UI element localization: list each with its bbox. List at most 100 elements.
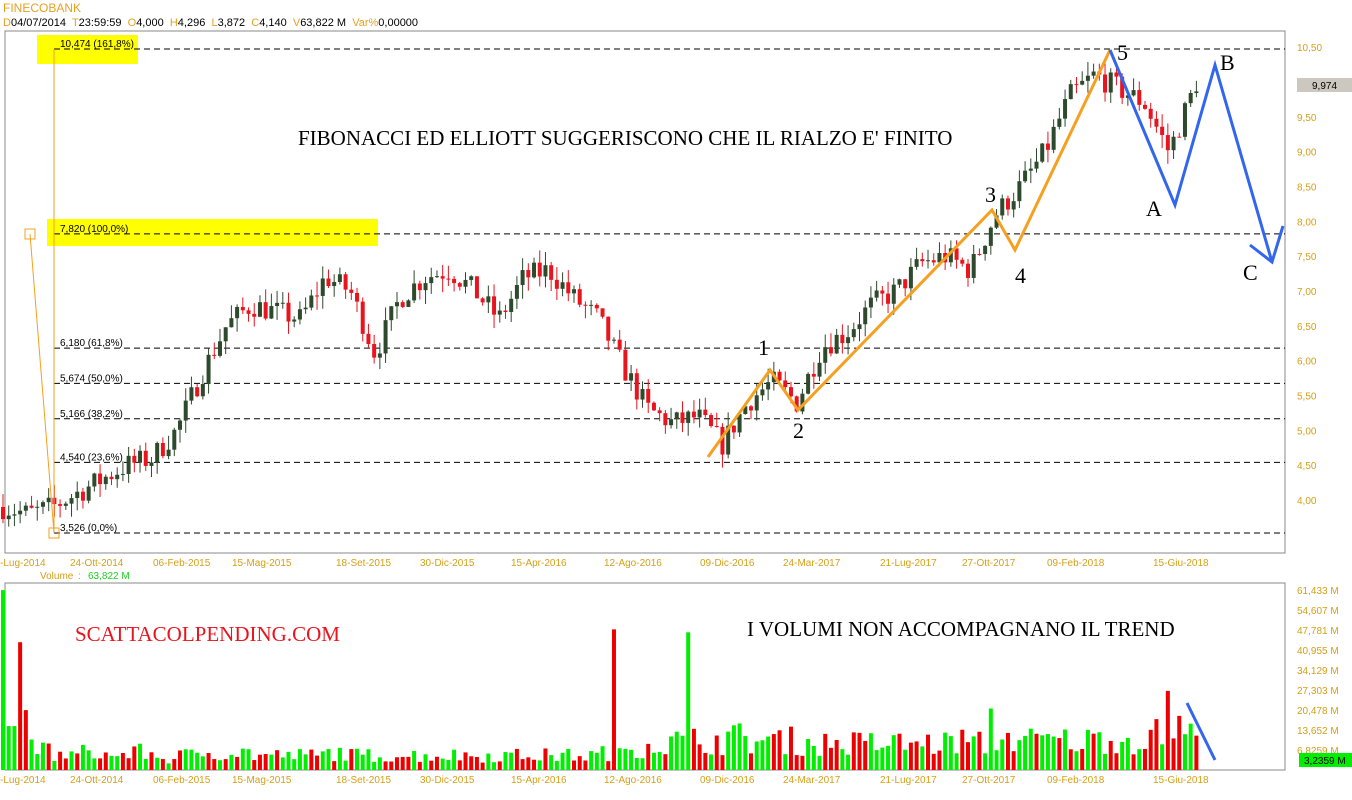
volume-bar[interactable] bbox=[29, 739, 34, 770]
candle[interactable] bbox=[703, 397, 708, 418]
volume-bar[interactable] bbox=[320, 751, 325, 770]
volume-bar[interactable] bbox=[714, 735, 719, 770]
candle[interactable] bbox=[326, 269, 331, 288]
candle[interactable] bbox=[726, 412, 731, 459]
volume-bar[interactable] bbox=[326, 749, 331, 770]
volume-bar[interactable] bbox=[794, 755, 799, 770]
volume-bar[interactable] bbox=[1091, 733, 1096, 770]
candle[interactable] bbox=[212, 342, 217, 360]
volume-bar[interactable] bbox=[440, 758, 445, 770]
candle[interactable] bbox=[1165, 123, 1170, 164]
candle[interactable] bbox=[240, 297, 245, 315]
candle[interactable] bbox=[1034, 148, 1039, 173]
candle[interactable] bbox=[600, 308, 605, 319]
volume-bar[interactable] bbox=[423, 754, 428, 770]
candle[interactable] bbox=[646, 379, 651, 413]
volume-bar[interactable] bbox=[1137, 749, 1142, 770]
candle[interactable] bbox=[132, 448, 137, 473]
volume-bar[interactable] bbox=[606, 761, 611, 770]
candle[interactable] bbox=[1143, 100, 1147, 110]
volume-bar[interactable] bbox=[1154, 719, 1159, 770]
candle[interactable] bbox=[509, 290, 514, 323]
candle[interactable] bbox=[446, 265, 451, 286]
candle[interactable] bbox=[463, 272, 468, 294]
candle[interactable] bbox=[1057, 107, 1062, 130]
volume-bar[interactable] bbox=[12, 726, 17, 770]
candle[interactable] bbox=[623, 340, 628, 381]
volume-bar[interactable] bbox=[1097, 732, 1102, 770]
candle[interactable] bbox=[811, 362, 816, 389]
volume-bar[interactable] bbox=[537, 760, 542, 770]
volume-bar[interactable] bbox=[1103, 753, 1108, 770]
volume-bar[interactable] bbox=[908, 742, 913, 770]
volume-bar[interactable] bbox=[749, 753, 754, 770]
volume-bar[interactable] bbox=[474, 756, 479, 770]
candle[interactable] bbox=[63, 501, 68, 511]
volume-bar[interactable] bbox=[1120, 741, 1125, 770]
candle[interactable] bbox=[606, 316, 611, 351]
candle[interactable] bbox=[617, 329, 622, 353]
candle[interactable] bbox=[486, 285, 491, 314]
volume-bar[interactable] bbox=[737, 723, 742, 770]
volume-bar[interactable] bbox=[1148, 729, 1153, 770]
candle[interactable] bbox=[155, 441, 160, 474]
volume-bar[interactable] bbox=[1063, 729, 1068, 770]
volume-bar[interactable] bbox=[886, 745, 891, 770]
volume-bar[interactable] bbox=[703, 752, 708, 770]
volume-bar[interactable] bbox=[617, 748, 622, 770]
candle[interactable] bbox=[983, 245, 988, 261]
candle[interactable] bbox=[880, 285, 885, 306]
volume-bar[interactable] bbox=[275, 750, 280, 770]
candle[interactable] bbox=[577, 283, 582, 308]
candle[interactable] bbox=[594, 303, 599, 313]
volume-bar[interactable] bbox=[766, 736, 771, 770]
candle[interactable] bbox=[115, 467, 120, 488]
volume-bar[interactable] bbox=[217, 760, 222, 770]
candle[interactable] bbox=[1011, 192, 1016, 218]
volume-bar[interactable] bbox=[937, 750, 942, 770]
candle[interactable] bbox=[280, 292, 285, 309]
volume-bar[interactable] bbox=[1017, 740, 1022, 770]
candle[interactable] bbox=[1108, 68, 1113, 103]
candle[interactable] bbox=[406, 299, 411, 308]
volume-bar[interactable] bbox=[315, 755, 320, 770]
volume-bar[interactable] bbox=[891, 735, 896, 770]
volume-bar[interactable] bbox=[383, 761, 388, 770]
volume-bar[interactable] bbox=[46, 743, 51, 770]
candle[interactable] bbox=[360, 297, 365, 342]
candle[interactable] bbox=[503, 304, 508, 319]
candle[interactable] bbox=[92, 472, 97, 492]
candle[interactable] bbox=[1063, 89, 1068, 127]
candle[interactable] bbox=[828, 333, 833, 357]
volume-bar[interactable] bbox=[897, 733, 902, 770]
candle[interactable] bbox=[394, 292, 399, 319]
candle[interactable] bbox=[857, 311, 862, 342]
volume-bar[interactable] bbox=[731, 725, 736, 770]
candle[interactable] bbox=[611, 337, 616, 344]
volume-bar[interactable] bbox=[686, 632, 691, 770]
volume-bar[interactable] bbox=[1, 590, 5, 770]
candle[interactable] bbox=[846, 325, 851, 355]
volume-bar[interactable] bbox=[526, 757, 531, 770]
candle[interactable] bbox=[320, 266, 325, 309]
candle[interactable] bbox=[160, 437, 165, 459]
volume-bar[interactable] bbox=[69, 751, 74, 770]
volume-bar[interactable] bbox=[58, 751, 63, 770]
volume-bar[interactable] bbox=[846, 754, 851, 770]
candle[interactable] bbox=[566, 270, 571, 302]
candle[interactable] bbox=[514, 276, 519, 309]
volume-bar[interactable] bbox=[554, 760, 559, 770]
volume-bar[interactable] bbox=[623, 748, 628, 770]
candle[interactable] bbox=[977, 248, 982, 256]
volume-bar[interactable] bbox=[366, 749, 371, 770]
volume-bar[interactable] bbox=[1074, 751, 1079, 770]
candle[interactable] bbox=[549, 261, 554, 291]
candle[interactable] bbox=[297, 301, 302, 325]
candle[interactable] bbox=[520, 258, 525, 299]
volume-bar[interactable] bbox=[292, 759, 297, 770]
volume-bar[interactable] bbox=[543, 748, 548, 770]
volume-bar[interactable] bbox=[697, 744, 702, 770]
candle[interactable] bbox=[429, 267, 434, 294]
candle[interactable] bbox=[98, 464, 103, 497]
